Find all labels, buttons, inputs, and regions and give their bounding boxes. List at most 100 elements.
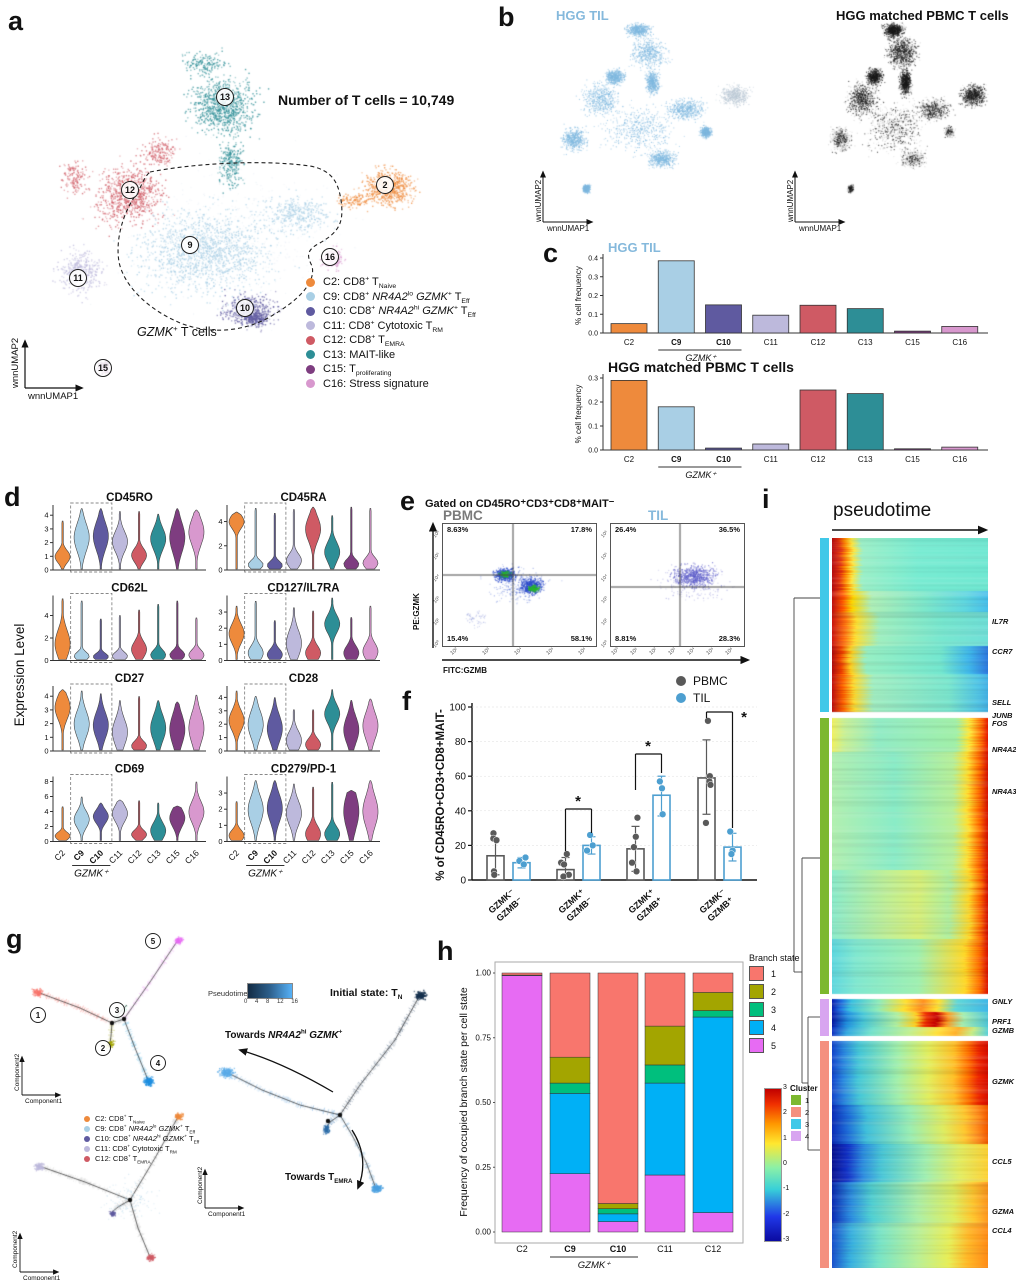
x-tick-label: C11 [657,1244,673,1254]
violin-C9 [247,696,264,751]
panel-letter-g: g [6,924,23,954]
y-tick-label: 1 [44,733,48,742]
stack-segment-state1 [692,972,734,993]
y-tick-label: 10⁶ [432,529,441,539]
stack-segment-state2 [597,1203,639,1209]
violin-C10 [266,780,283,841]
violin-C16 [362,508,379,570]
stack-segment-state2 [549,1056,591,1084]
gene-label-IL7R: IL7R [992,617,1009,626]
stack-segment-state4 [692,1016,734,1213]
gzmk-group-label: GZMK⁺ [578,1260,611,1271]
violin-C10 [266,620,283,660]
violin-C15 [343,700,360,751]
flow-pbmc-title: PBMC [443,508,483,523]
violin-C16 [188,617,205,660]
branch-label: 3 [771,1004,777,1015]
heatmap-cluster-legend-title: Cluster [790,1084,818,1093]
gene-label-CCL5: CCL5 [992,1157,1012,1166]
cluster-legend-label: C2: CD8+ TNaive [95,1113,145,1125]
umap-pbmc-canvas [815,20,1015,225]
trajectory-canvas [0,910,480,1280]
cluster-legend-label: C15: Tproliferating [323,363,392,378]
data-point [521,853,530,862]
cluster-color-dot [306,306,315,316]
stack-segment-state1 [501,972,543,976]
data-point [726,827,734,836]
gene-label-CCR7: CCR7 [992,647,1013,656]
colorbar-tick: 0 [783,1159,787,1167]
stack-segment-state2 [692,992,734,1011]
y-tick-label: 0.00 [475,1228,491,1237]
trajectory-legend-item: C2: CD8+ TNaive [84,1113,199,1125]
significance-star: * [575,793,581,810]
y-tick-label: 3 [44,705,48,714]
umap-a-canvas [0,0,490,470]
cluster-color-dot [84,1125,90,1132]
violin-C10 [92,508,109,570]
colorbar-tick: -1 [783,1185,790,1193]
cluster-legend-item: C10: CD8+ NR4A2hi GZMK+ TEff [306,304,476,319]
violin-C15 [169,701,186,751]
x-tick-label: C12 [125,848,143,866]
gene-label-NR4A3: NR4A3 [992,787,1016,796]
violin-C9 [248,508,264,570]
x-tick-label: 10³ [481,647,491,657]
violin-title: CD69 [115,764,144,776]
bar-C11 [752,314,790,334]
y-tick-label: 0.4 [588,256,598,263]
gene-label-GZMK: GZMK [992,1077,1015,1086]
heat-cluster-label: 2 [805,1107,810,1117]
y-tick-label: 0.3 [588,376,598,383]
data-point [727,850,736,858]
y-tick-label: 2 [44,538,48,547]
violin-C11 [112,615,128,660]
gene-label-JUNB: JUNB [992,711,1013,720]
x-tick-label: C11 [764,455,779,464]
cluster-legend: C2: CD8+ TNaive C9: CD8+ NR4A2lo GZMK+ TE… [306,275,476,392]
heatmap-canvas [832,538,988,1268]
y-tick-label: 10⁵ [600,551,610,561]
violin-title: CD45RA [280,492,326,504]
panel-letter-d: d [4,482,21,512]
pseudotime-tick: 4 [254,999,259,1005]
y-tick-label: 0 [218,837,222,846]
violin-C16 [188,694,205,751]
violin-C2 [228,511,245,570]
cluster-color-dot [84,1155,90,1162]
x-tick-label: C11 [107,848,125,866]
violin-C11 [111,700,128,751]
f-y-axis-label: % of CD45RO+CD3+CD8+MAIT- [435,709,447,881]
cluster-legend-label: C12: CD8+ TEMRA [95,1153,151,1165]
quad-tr: 17.8% [571,525,593,534]
gene-label-GZMB: GZMB [992,1026,1015,1035]
bar-C10 [705,304,742,334]
umap-b1-xaxis-label: wnnUMAP1 [547,224,590,233]
cluster-band [820,1041,829,1268]
x-tick-label: C12 [811,338,826,347]
flow-til-title: TIL [648,508,669,523]
violin-C15 [169,508,186,570]
stack-segment-state5 [692,1212,734,1233]
colorbar-tick: -3 [783,1235,790,1243]
violin-C10 [266,697,283,751]
violin-C13 [150,604,167,660]
stack-segment-state1 [644,972,686,1027]
x-tick-label: 10² [648,647,658,657]
y-tick-label: 2 [218,720,222,729]
trajectory-legend-item: C9: CD8+ NR4A2lo GZMK+ TEff [84,1124,199,1134]
cluster-number-2: 2 [376,176,394,194]
branch-label: 2 [771,986,777,997]
y-tick-label: 10⁶ [600,529,609,539]
branch-legend-item: 3 [749,1002,800,1017]
gzmk-dashed-box [244,774,287,844]
y-tick-label: 4 [218,693,222,702]
arrow-towards-gzmk [238,1048,334,1093]
cluster-number-12: 12 [121,181,139,199]
bar-C11 [752,443,790,451]
umap-b2-yaxis-label: wnnUMAP2 [786,179,795,222]
colorbar-tick: 2 [783,1109,787,1117]
arrow-towards-temra [351,1129,365,1190]
violin-C12 [305,506,322,570]
y-tick-label: 10² [600,617,609,627]
